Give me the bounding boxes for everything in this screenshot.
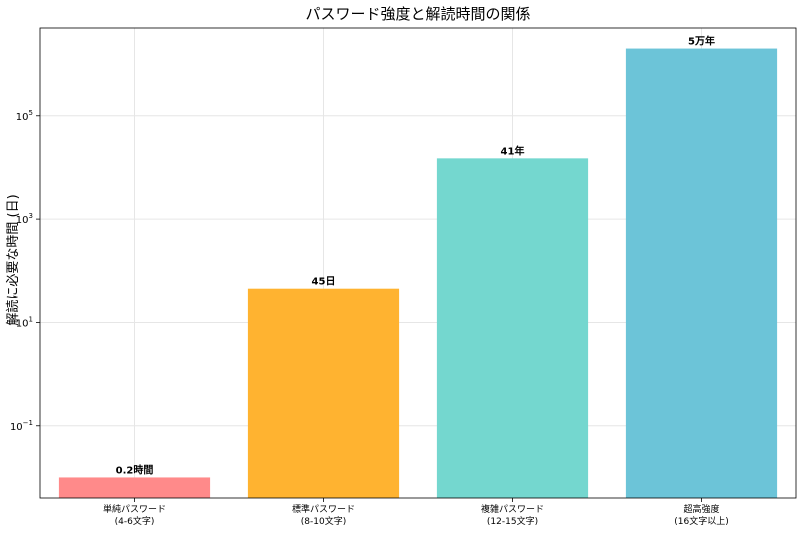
y-tick-label: 10−1 xyxy=(10,419,33,433)
x-tick-label-sub: (16文字以上) xyxy=(674,515,728,527)
data-label: 5万年 xyxy=(688,35,715,48)
y-tick-label: 101 xyxy=(16,315,33,329)
y-tick-label-base: 10 xyxy=(10,422,23,433)
data-labels: 0.2時間 45日 41年 5万年 xyxy=(116,35,715,477)
x-tick-label: 単純パスワード xyxy=(103,503,166,515)
bar xyxy=(58,477,211,498)
data-label: 41年 xyxy=(501,144,525,157)
chart-title: パスワード強度と解読時間の関係 xyxy=(305,5,530,23)
y-axis-label: 解読に必要な時間 (日) xyxy=(5,194,21,325)
bars-layer xyxy=(58,48,778,498)
y-tick-label-base: 10 xyxy=(16,112,29,123)
x-tick-label-sub: (12-15文字) xyxy=(487,515,538,527)
y-tick-label: 105 xyxy=(16,109,33,123)
y-tick-label-exponent: −1 xyxy=(23,419,33,427)
data-label: 0.2時間 xyxy=(116,463,154,476)
y-tick-label-exponent: 1 xyxy=(29,315,33,323)
y-tick-label: 103 xyxy=(16,212,33,226)
y-tick-label-exponent: 3 xyxy=(29,212,33,220)
bar xyxy=(436,158,589,498)
plot-frame xyxy=(39,27,797,499)
x-tick-label-sub: (8-10文字) xyxy=(301,515,346,527)
x-tick-label: 超高強度 xyxy=(683,503,719,515)
bar xyxy=(247,288,400,498)
y-tick-label-exponent: 5 xyxy=(29,109,33,117)
y-tick-label-base: 10 xyxy=(16,318,29,329)
x-tick-label: 複雑パスワード xyxy=(481,503,544,515)
data-label: 45日 xyxy=(312,276,336,288)
bar xyxy=(625,48,778,498)
y-tick-label-base: 10 xyxy=(16,215,29,226)
x-ticks: 単純パスワード(4-6文字) 標準パスワード(8-10文字) 複雑パスワード(12-… xyxy=(103,498,729,527)
x-tick-label-sub: (4-6文字) xyxy=(115,515,155,527)
x-tick-label: 標準パスワード xyxy=(292,503,355,515)
